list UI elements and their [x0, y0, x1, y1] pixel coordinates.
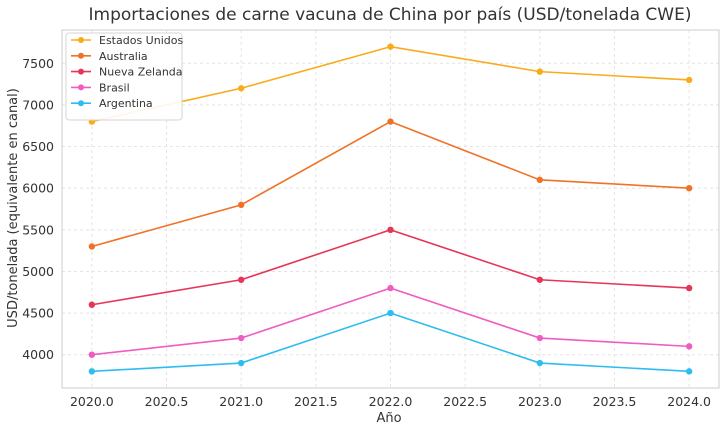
- legend-label: Estados Unidos: [99, 34, 183, 47]
- x-axis-label: Año: [376, 411, 401, 426]
- data-point: [237, 85, 245, 92]
- data-point: [536, 176, 544, 184]
- data-point: [685, 76, 693, 84]
- data-point: [387, 226, 394, 234]
- legend-label: Brasil: [99, 81, 130, 94]
- y-tick-label: 7000: [22, 97, 54, 112]
- data-point: [237, 201, 245, 209]
- data-point: [685, 184, 693, 192]
- y-tick-label: 7500: [22, 56, 54, 71]
- x-tick-label: 2021.0: [219, 394, 263, 409]
- legend-swatch-marker: [78, 100, 84, 107]
- data-point: [88, 351, 96, 358]
- data-point: [536, 334, 544, 342]
- legend-swatch-marker: [78, 37, 84, 43]
- legend-label: Argentina: [99, 97, 153, 110]
- series-3: [88, 226, 693, 308]
- data-point: [536, 359, 544, 367]
- data-point: [387, 309, 394, 317]
- y-tick-label: 5000: [22, 264, 54, 279]
- y-tick-label: 4500: [22, 306, 54, 321]
- axis-ticks: 2020.0 2020.5 2021.0 2021.5 2022.0 2022.5 2023…: [22, 56, 711, 409]
- series-2: [88, 118, 693, 250]
- legend-swatch-marker: [78, 68, 84, 75]
- series-lines: [88, 43, 693, 375]
- legend-item: Brasil: [71, 81, 130, 94]
- series-4: [88, 284, 693, 358]
- x-tick-label: 2020.0: [70, 394, 114, 409]
- legend-item: Argentina: [71, 97, 153, 110]
- legend-swatch-marker: [78, 84, 84, 91]
- data-point: [536, 276, 544, 283]
- x-tick-label: 2022.0: [369, 394, 413, 409]
- y-tick-label: 6500: [22, 139, 54, 154]
- legend-item: Nueva Zelanda: [71, 66, 183, 79]
- x-tick-label: 2021.5: [294, 394, 338, 409]
- legend-label: Nueva Zelanda: [99, 66, 183, 79]
- x-tick-label: 2020.5: [145, 394, 189, 409]
- chart-title: Importaciones de carne vacuna de China p…: [89, 5, 692, 25]
- data-point: [387, 284, 394, 292]
- data-point: [685, 284, 693, 292]
- legend-item: Estados Unidos: [71, 34, 183, 47]
- data-point: [88, 301, 96, 308]
- legend: Estados Unidos Australia Nueva Zelanda Bras…: [65, 32, 183, 121]
- legend-item: Australia: [71, 50, 148, 63]
- data-point: [387, 118, 394, 125]
- y-tick-label: 6000: [22, 181, 54, 196]
- y-axis-label: USD/tonelada (equivalente en canal): [6, 88, 21, 328]
- x-tick-label: 2023.5: [593, 394, 637, 409]
- x-tick-label: 2022.5: [443, 394, 487, 409]
- x-tick-label: 2024.0: [667, 394, 711, 409]
- data-point: [237, 334, 245, 342]
- y-tick-label: 4000: [22, 347, 54, 362]
- y-tick-label: 5500: [22, 222, 54, 237]
- data-point: [387, 43, 394, 50]
- legend-swatch-marker: [78, 52, 84, 59]
- legend-box: [65, 32, 183, 121]
- data-point: [685, 343, 693, 350]
- series-5: [88, 309, 693, 375]
- data-point: [237, 359, 245, 367]
- data-point: [237, 276, 245, 283]
- x-tick-label: 2023.0: [518, 394, 562, 409]
- plot-frame: [61, 29, 720, 389]
- data-point: [88, 368, 96, 375]
- data-point: [88, 243, 96, 250]
- legend-label: Australia: [99, 50, 148, 63]
- data-point: [536, 68, 544, 75]
- data-point: [685, 368, 693, 375]
